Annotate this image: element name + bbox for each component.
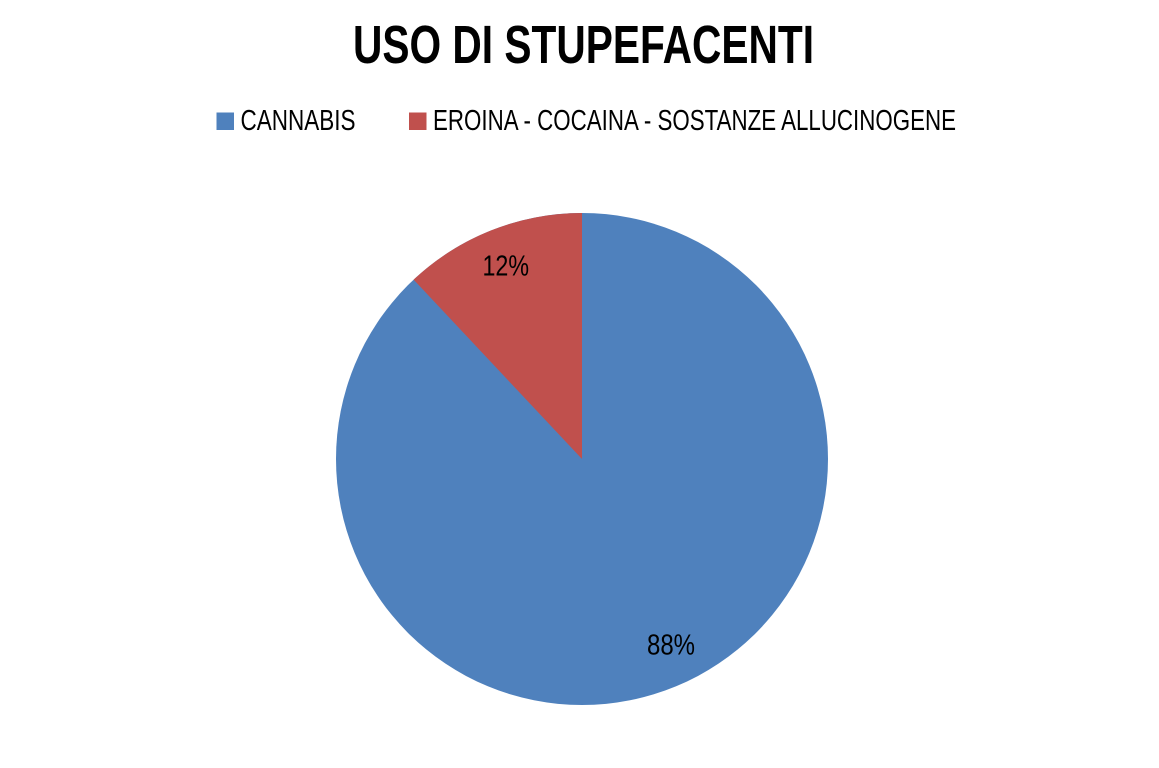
svg-text:EROINA - COCAINA - SOSTANZE AL: EROINA - COCAINA - SOSTANZE ALLUCINOGENE (433, 105, 956, 137)
svg-text:88%: 88% (647, 629, 695, 661)
svg-text:12%: 12% (483, 250, 530, 282)
svg-text:CANNABIS: CANNABIS (241, 105, 356, 137)
svg-text:USO DI STUPEFACENTI: USO DI STUPEFACENTI (353, 16, 814, 75)
